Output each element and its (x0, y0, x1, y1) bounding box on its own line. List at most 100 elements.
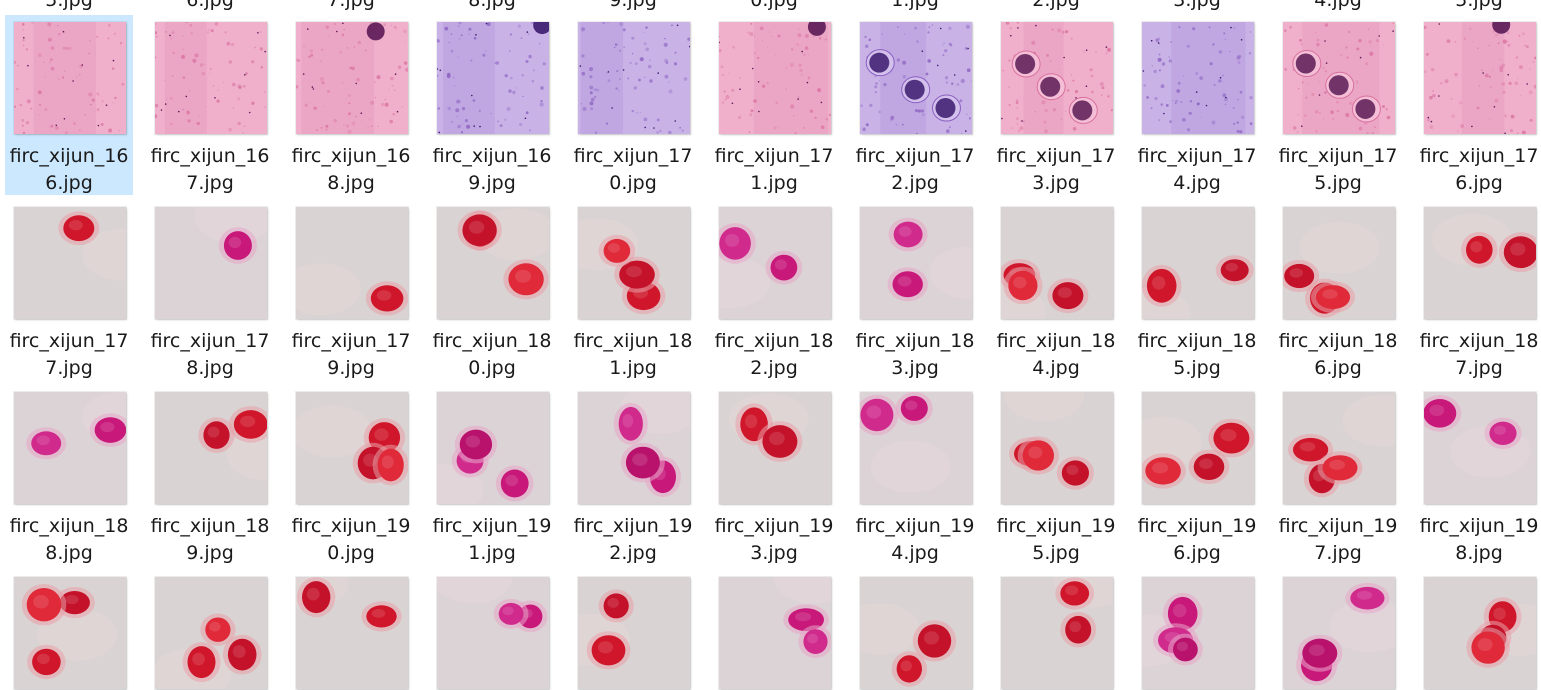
micrograph-image (296, 22, 408, 134)
file-name-line: 0.jpg (750, 0, 798, 11)
file-item[interactable]: firc_xijun_17 4.jpg (1133, 15, 1261, 195)
micrograph-image (155, 207, 267, 319)
file-name-line: firc_xijun_19 (1419, 515, 1539, 537)
image-thumbnail (296, 577, 408, 689)
file-item[interactable] (569, 570, 697, 690)
file-name-label: firc_xijun_18 9.jpg (138, 513, 282, 567)
file-name-line: 0.jpg (468, 357, 516, 379)
file-name-label: firc_xijun_17 3.jpg (984, 143, 1128, 197)
file-item[interactable]: firc_xijun_19 0.jpg (287, 385, 415, 565)
file-item[interactable]: firc_xijun_19 8.jpg (1415, 385, 1541, 565)
file-item[interactable] (428, 570, 556, 690)
micrograph-image (437, 577, 549, 689)
file-name-line: firc_xijun_17 (150, 330, 270, 352)
image-thumbnail (14, 392, 126, 504)
file-item[interactable]: firc_xijun_17 1.jpg (710, 15, 838, 195)
file-name-line: firc_xijun_17 (1419, 145, 1539, 167)
file-name-label: firc_xijun_18 2.jpg (702, 328, 846, 382)
file-name-line: firc_xijun_19 (996, 515, 1116, 537)
file-item[interactable] (710, 570, 838, 690)
file-item[interactable]: firc_xijun_17 3.jpg (992, 15, 1120, 195)
file-item[interactable]: firc_xijun_18 1.jpg (569, 200, 697, 380)
file-name-label: firc_xijun_17 4.jpg (1125, 143, 1269, 197)
file-item[interactable]: firc_xijun_18 7.jpg (1415, 200, 1541, 380)
file-item[interactable]: firc_xijun_16 8.jpg (287, 15, 415, 195)
file-item[interactable] (5, 570, 133, 690)
image-thumbnail (578, 207, 690, 319)
file-name-line: firc_xijun_17 (1137, 145, 1257, 167)
file-item[interactable] (1274, 570, 1402, 690)
image-thumbnail (578, 392, 690, 504)
micrograph-image (719, 207, 831, 319)
file-name-line: 3.jpg (1032, 172, 1080, 194)
file-item[interactable] (287, 570, 415, 690)
file-name-label: firc_xijun_18 4.jpg (984, 328, 1128, 382)
file-item[interactable] (146, 570, 274, 690)
file-item[interactable] (851, 570, 979, 690)
file-name-line: firc_xijun_17 (714, 145, 834, 167)
file-item[interactable]: firc_xijun_17 0.jpg (569, 15, 697, 195)
file-item[interactable]: firc_xijun_19 6.jpg (1133, 385, 1261, 565)
image-thumbnail (578, 22, 690, 134)
micrograph-image (1424, 22, 1536, 134)
file-item[interactable]: firc_xijun_19 1.jpg (428, 385, 556, 565)
file-item[interactable]: firc_xijun_18 5.jpg (1133, 200, 1261, 380)
file-item[interactable]: firc_xijun_17 9.jpg (287, 200, 415, 380)
file-item[interactable]: firc_xijun_17 6.jpg (1415, 15, 1541, 195)
file-item[interactable]: firc_xijun_17 7.jpg (5, 200, 133, 380)
file-name-line: 3.jpg (750, 542, 798, 564)
file-name-line: firc_xijun_18 (996, 330, 1116, 352)
file-name-label: firc_xijun_19 4.jpg (843, 513, 987, 567)
file-item[interactable]: firc_xijun_19 4.jpg (851, 385, 979, 565)
micrograph-image (437, 207, 549, 319)
file-item[interactable]: firc_xijun_17 2.jpg (851, 15, 979, 195)
file-name-line: firc_xijun_17 (291, 330, 411, 352)
file-name-line: 9.jpg (186, 542, 234, 564)
file-name-label: firc_xijun_19 7.jpg (1266, 513, 1410, 567)
file-name-line: 6.jpg (45, 172, 93, 194)
file-name-line: firc_xijun_18 (1137, 330, 1257, 352)
micrograph-image (155, 392, 267, 504)
file-item[interactable]: firc_xijun_16 6.jpg (5, 15, 133, 195)
file-item[interactable]: firc_xijun_19 3.jpg (710, 385, 838, 565)
image-thumbnail (155, 22, 267, 134)
file-item[interactable]: firc_xijun_18 8.jpg (5, 385, 133, 565)
file-name-line: 1.jpg (891, 0, 939, 11)
file-name-line: firc_xijun_19 (714, 515, 834, 537)
file-item[interactable]: firc_xijun_16 9.jpg (428, 15, 556, 195)
image-thumbnail (1001, 392, 1113, 504)
file-item[interactable]: firc_xijun_17 8.jpg (146, 200, 274, 380)
micrograph-image (578, 392, 690, 504)
file-item[interactable]: firc_xijun_18 9.jpg (146, 385, 274, 565)
image-thumbnail (1001, 577, 1113, 689)
file-item[interactable] (992, 570, 1120, 690)
file-name-line: firc_xijun_17 (9, 330, 129, 352)
file-item[interactable]: firc_xijun_19 5.jpg (992, 385, 1120, 565)
micrograph-image (437, 392, 549, 504)
file-name-line: 3.jpg (1173, 0, 1221, 11)
file-item[interactable]: firc_xijun_18 0.jpg (428, 200, 556, 380)
micrograph-image (1283, 577, 1395, 689)
file-name-line: 9.jpg (609, 0, 657, 11)
image-thumbnail (437, 207, 549, 319)
file-item[interactable]: firc_xijun_16 7.jpg (146, 15, 274, 195)
micrograph-image (719, 392, 831, 504)
file-name-line: firc_xijun_19 (573, 515, 693, 537)
file-name-line: firc_xijun_18 (432, 330, 552, 352)
image-thumbnail (1424, 207, 1536, 319)
file-item[interactable]: firc_xijun_19 7.jpg (1274, 385, 1402, 565)
micrograph-image (296, 577, 408, 689)
file-item[interactable]: firc_xijun_19 2.jpg (569, 385, 697, 565)
file-item[interactable] (1133, 570, 1261, 690)
micrograph-image (860, 577, 972, 689)
file-item[interactable]: firc_xijun_17 5.jpg (1274, 15, 1402, 195)
file-item[interactable]: firc_xijun_18 2.jpg (710, 200, 838, 380)
file-name-line: 8.jpg (186, 357, 234, 379)
file-item[interactable] (1415, 570, 1541, 690)
file-item[interactable]: firc_xijun_18 6.jpg (1274, 200, 1402, 380)
file-name-line: 8.jpg (468, 0, 516, 11)
file-name-label: firc_xijun_17 2.jpg (843, 143, 987, 197)
file-item[interactable]: firc_xijun_18 3.jpg (851, 200, 979, 380)
file-name-label: firc_xijun_19 2.jpg (561, 513, 705, 567)
file-item[interactable]: firc_xijun_18 4.jpg (992, 200, 1120, 380)
